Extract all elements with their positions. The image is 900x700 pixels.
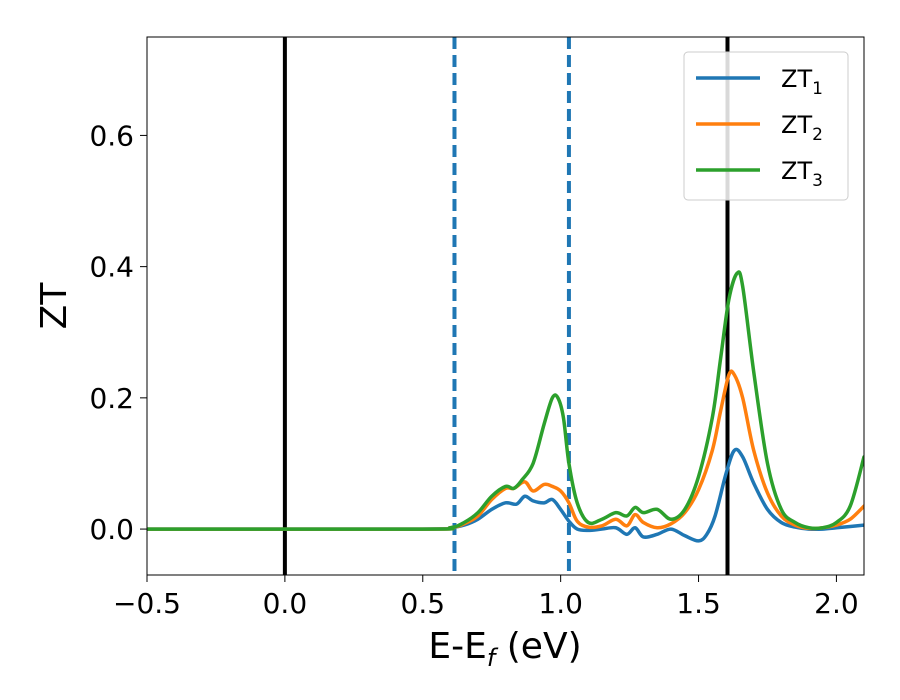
series-line-zt3: [147, 270, 864, 531]
plot-frame: [146, 36, 865, 576]
legend-label-zt3: ZT3: [781, 157, 823, 191]
y-axis-label: ZT: [34, 282, 75, 330]
x-tick-label: 0.5: [401, 587, 446, 620]
y-tick-label: 0.2: [89, 382, 134, 415]
series-lines: [147, 270, 864, 543]
y-axis-ticks: 0.0 0.2 0.4 0.6: [89, 119, 147, 546]
x-tick-label: 1.5: [676, 587, 721, 620]
x-axis-label-main: E-E: [428, 626, 486, 667]
x-tick-label: −0.5: [113, 587, 181, 620]
series-line-zt1: [147, 447, 864, 543]
legend: ZT1 ZT2 ZT3: [683, 51, 849, 201]
x-tick-label: 2.0: [814, 587, 859, 620]
legend-label-zt2: ZT2: [781, 111, 823, 145]
x-tick-label: 1.0: [538, 587, 583, 620]
legend-label-zt1: ZT1: [781, 65, 823, 99]
series-line-zt2: [147, 369, 864, 531]
y-tick-label: 0.0: [89, 513, 134, 546]
y-tick-label: 0.4: [89, 251, 134, 284]
legend-box: [683, 51, 849, 201]
y-tick-label: 0.6: [89, 119, 134, 152]
x-axis-ticks: −0.5 0.0 0.5 1.0 1.5 2.0: [113, 575, 859, 620]
x-axis-label: E-Ef (eV): [428, 626, 581, 672]
x-axis-label-rest: (eV): [495, 626, 581, 667]
x-tick-label: 0.0: [263, 587, 308, 620]
